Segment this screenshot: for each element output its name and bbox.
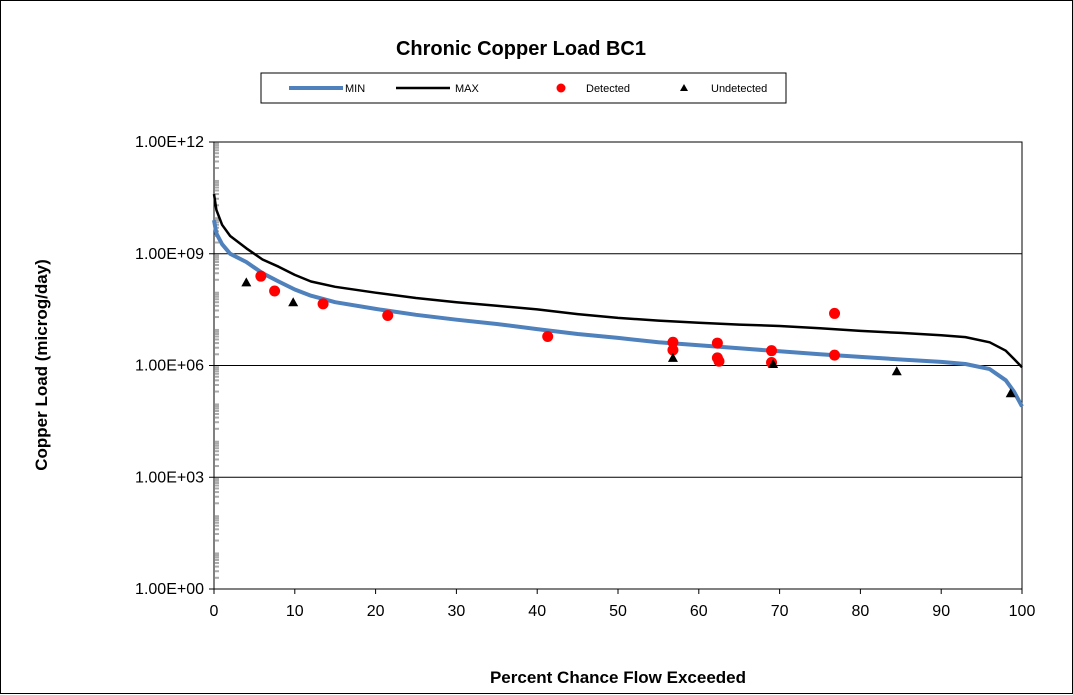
- detected-point: [766, 345, 778, 357]
- legend-swatch-undetected: [680, 84, 688, 91]
- detected-point: [667, 344, 679, 356]
- y-tick-label: 1.00E+00: [135, 581, 204, 598]
- detected-point: [382, 309, 394, 321]
- legend-label-detected: Detected: [586, 83, 630, 95]
- x-tick-label: 0: [210, 603, 219, 620]
- y-tick-label: 1.00E+03: [135, 469, 204, 486]
- detected-point: [711, 337, 723, 349]
- chart-title: Chronic Copper Load BC1: [396, 38, 646, 60]
- y-tick-label: 1.00E+06: [135, 358, 204, 375]
- detected-point: [317, 298, 329, 310]
- chart-legend: MIN MAX Detected Undetected: [260, 72, 787, 104]
- x-tick-label: 10: [286, 603, 304, 620]
- x-tick-label: 80: [852, 603, 870, 620]
- y-axis-minor-ticks: [215, 142, 219, 579]
- y-axis-title: Copper Load (microg/day): [32, 259, 51, 471]
- undetected-point: [241, 277, 252, 287]
- y-tick-label: 1.00E+12: [135, 134, 204, 151]
- legend-label-max: MAX: [455, 83, 480, 95]
- x-tick-label: 70: [771, 603, 789, 620]
- detected-point: [542, 331, 554, 343]
- detected-point: [829, 349, 841, 361]
- x-axis-title: Percent Chance Flow Exceeded: [490, 668, 746, 687]
- legend-label-undetected: Undetected: [711, 83, 767, 95]
- detected-point: [667, 336, 679, 348]
- series-line-min: [212, 219, 1024, 408]
- undetected-point: [891, 366, 902, 376]
- x-tick-label: 30: [448, 603, 466, 620]
- legend-box: [260, 72, 787, 104]
- undetected-point: [288, 297, 299, 307]
- series-line-max: [212, 193, 1023, 369]
- x-tick-label: 90: [932, 603, 950, 620]
- x-tick-label: 60: [690, 603, 708, 620]
- detected-point: [713, 355, 725, 367]
- gridlines: [214, 253, 1022, 478]
- detected-point: [269, 285, 281, 297]
- legend-swatch-detected: [556, 83, 566, 93]
- y-axis-ticks: 1.00E+00 1.00E+03 1.00E+06 1.00E+09 1.00E+12: [135, 134, 214, 598]
- series-layer: [212, 193, 1024, 408]
- x-tick-label: 50: [609, 603, 627, 620]
- x-axis-ticks: 0 10 20 30 40 50 60 70 80 90 100: [210, 589, 1036, 620]
- y-tick-label: 1.00E+09: [135, 246, 204, 263]
- x-tick-label: 40: [528, 603, 546, 620]
- x-tick-label: 100: [1009, 603, 1036, 620]
- detected-point: [829, 307, 841, 319]
- undetected-point: [1005, 388, 1016, 398]
- legend-label-min: MIN: [345, 83, 365, 95]
- undetected-point: [768, 358, 779, 368]
- detected-point: [255, 270, 267, 282]
- x-tick-label: 20: [367, 603, 385, 620]
- undetected-point: [667, 352, 678, 362]
